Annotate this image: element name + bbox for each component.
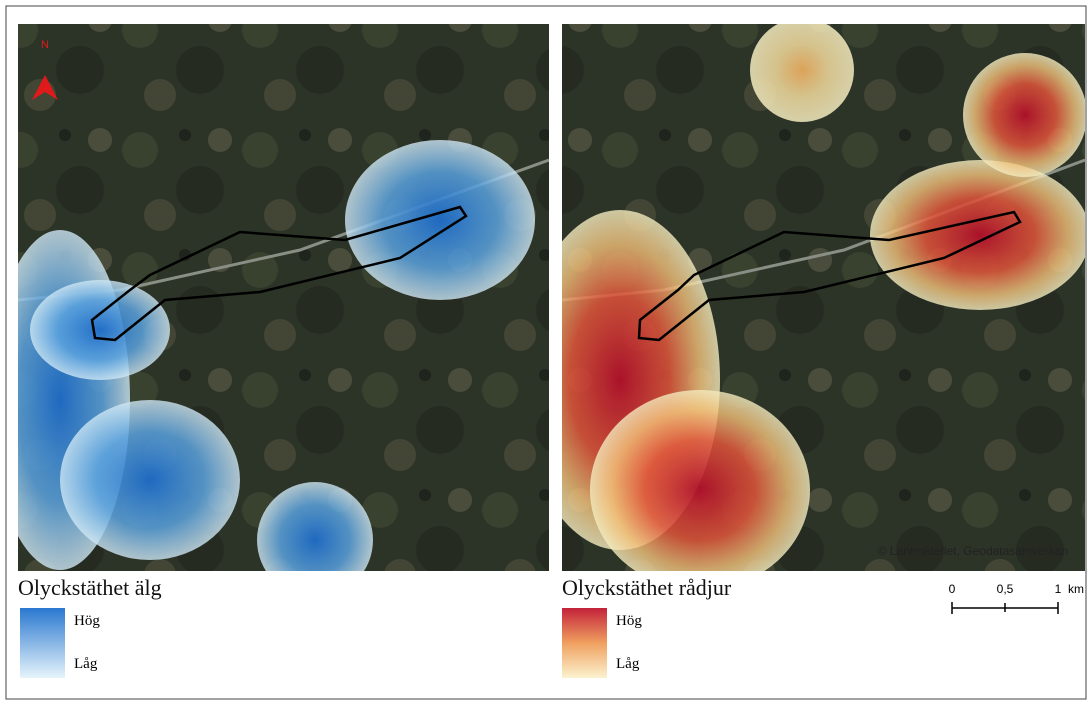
north-label: N xyxy=(41,39,49,51)
map-left: N xyxy=(0,24,549,598)
legend-high: Hög xyxy=(616,613,642,629)
map-title: Olyckstäthet älg xyxy=(18,575,162,600)
page: N © Lantmäteriet, Geodatasamverkan Olyck… xyxy=(0,0,1092,705)
legend-swatch xyxy=(20,608,65,678)
map-right: © Lantmäteriet, Geodatasamverkan xyxy=(520,18,1090,590)
legend-low: Låg xyxy=(74,656,98,672)
figure: N © Lantmäteriet, Geodatasamverkan Olyck… xyxy=(0,0,1092,705)
legend-swatch xyxy=(562,608,607,678)
scale-unit: km xyxy=(1068,582,1084,596)
scale-label: 1 xyxy=(1055,582,1062,596)
attribution: © Lantmäteriet, Geodatasamverkan xyxy=(878,544,1068,558)
scale-bar: 0 0,5 1 km xyxy=(949,582,1084,614)
scale-label: 0 xyxy=(949,582,956,596)
scale-label: 0,5 xyxy=(997,582,1014,596)
legend-low: Låg xyxy=(616,656,640,672)
legend-high: Hög xyxy=(74,613,100,629)
map-title: Olyckstäthet rådjur xyxy=(562,575,732,600)
